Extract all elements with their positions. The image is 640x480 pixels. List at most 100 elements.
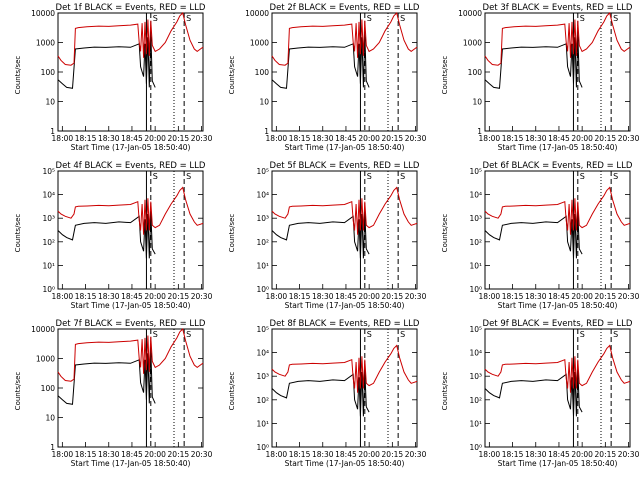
x-axis-label: Start Time (17-Jan-05 18:50:40) (498, 143, 618, 152)
x-axis-label: Start Time (17-Jan-05 18:50:40) (285, 143, 405, 152)
events-series-line (484, 33, 583, 89)
y-tick-label: 10 (45, 414, 55, 423)
x-tick-label: 18:45 (548, 450, 570, 459)
marker-label: S (186, 14, 191, 23)
y-axis-label: Counts/sec (228, 372, 236, 411)
y-tick-label: 10000 (31, 325, 55, 334)
x-tick-label: 20:30 (191, 450, 213, 459)
x-tick-label: 20:30 (618, 292, 640, 301)
y-tick-label: 10⁴ (469, 349, 482, 358)
y-tick-label: 10⁰ (256, 443, 269, 452)
x-tick-label: 20:15 (595, 450, 617, 459)
events-series-line (484, 212, 583, 259)
y-tick-label: 10¹ (256, 261, 269, 270)
x-tick-label: 20:30 (618, 450, 640, 459)
x-tick-label: 20:30 (191, 134, 213, 143)
y-tick-label: 10³ (469, 214, 482, 223)
x-tick-label: 18:00 (479, 450, 501, 459)
events-series-line (57, 33, 156, 89)
y-tick-label: 10¹ (469, 419, 482, 428)
marker-label: S (613, 330, 618, 339)
y-tick-label: 100 (41, 384, 56, 393)
events-series-line (271, 370, 370, 417)
marker-label: S (400, 330, 405, 339)
y-tick-label: 10⁴ (469, 191, 482, 200)
y-tick-label: 10 (259, 98, 269, 107)
y-tick-label: 10³ (42, 214, 55, 223)
marker-label: S (613, 14, 618, 23)
x-tick-label: 18:30 (525, 292, 547, 301)
detector-panel-3: Det 3f BLACK = Events, RED = LLD 1 10 100 10… (441, 3, 640, 152)
lld-series-line (57, 328, 204, 382)
y-tick-label: 1000 (36, 39, 55, 48)
x-tick-label: 20:15 (382, 292, 404, 301)
y-tick-label: 1000 (36, 355, 55, 364)
x-tick-label: 20:15 (382, 450, 404, 459)
x-axis-label: Start Time (17-Jan-05 18:50:40) (285, 459, 405, 468)
y-tick-label: 10² (256, 238, 269, 247)
y-tick-label: 10⁰ (469, 285, 482, 294)
y-tick-label: 10² (256, 396, 269, 405)
detector-panel-1: Det 1f BLACK = Events, RED = LLD 1 10 100 10… (14, 3, 213, 152)
x-tick-label: 18:45 (121, 292, 143, 301)
y-tick-label: 10¹ (42, 261, 55, 270)
y-tick-label: 10000 (31, 9, 55, 18)
marker-label: S (400, 172, 405, 181)
x-tick-label: 20:00 (358, 292, 380, 301)
y-axis-label: Counts/sec (14, 372, 22, 411)
events-series-line (57, 349, 156, 405)
y-tick-label: 10² (469, 396, 482, 405)
y-tick-label: 100 (41, 68, 56, 77)
marker-label: S (367, 172, 372, 181)
x-tick-label: 18:30 (98, 134, 120, 143)
y-tick-label: 10⁴ (256, 191, 269, 200)
panel-title: Det 1f BLACK = Events, RED = LLD (56, 3, 206, 13)
x-tick-label: 18:00 (266, 292, 288, 301)
x-tick-label: 18:45 (121, 134, 143, 143)
y-axis-label: Counts/sec (441, 56, 449, 95)
x-tick-label: 18:45 (335, 134, 357, 143)
x-axis-label: Start Time (17-Jan-05 18:50:40) (498, 459, 618, 468)
x-tick-label: 18:30 (312, 292, 334, 301)
detector-panel-8: Det 8f BLACK = Events, RED = LLD 10⁰ 10¹ 10… (228, 319, 427, 468)
x-tick-label: 20:00 (358, 450, 380, 459)
y-axis-label: Counts/sec (228, 214, 236, 253)
x-tick-label: 18:15 (289, 134, 311, 143)
plot-frame (57, 12, 204, 132)
x-tick-label: 18:00 (479, 292, 501, 301)
panel-title: Det 5f BLACK = Events, RED = LLD (270, 161, 420, 171)
y-tick-label: 100 (255, 68, 270, 77)
x-tick-label: 18:30 (312, 450, 334, 459)
events-series-line (271, 33, 370, 89)
x-tick-label: 18:15 (502, 292, 524, 301)
y-tick-label: 10⁵ (42, 167, 55, 176)
y-tick-label: 10⁴ (42, 191, 55, 200)
plot-frame (484, 12, 631, 132)
x-tick-label: 20:30 (191, 292, 213, 301)
y-tick-label: 10² (42, 238, 55, 247)
x-tick-label: 20:00 (571, 450, 593, 459)
marker-label: S (186, 172, 191, 181)
detector-panel-4: Det 4f BLACK = Events, RED = LLD 10⁰ 10¹ 10… (14, 161, 213, 310)
panel-title: Det 6f BLACK = Events, RED = LLD (483, 161, 633, 171)
panel-title: Det 2f BLACK = Events, RED = LLD (270, 3, 420, 13)
lld-series-line (271, 12, 418, 66)
x-tick-label: 18:45 (548, 292, 570, 301)
x-tick-label: 20:15 (595, 134, 617, 143)
y-tick-label: 10⁵ (469, 325, 482, 334)
marker-label: S (367, 14, 372, 23)
x-tick-label: 20:00 (144, 134, 166, 143)
y-tick-label: 100 (468, 68, 483, 77)
panel-title: Det 8f BLACK = Events, RED = LLD (270, 319, 420, 329)
y-tick-label: 10⁰ (256, 285, 269, 294)
x-tick-label: 20:00 (144, 450, 166, 459)
x-tick-label: 18:15 (75, 292, 97, 301)
x-tick-label: 18:00 (266, 134, 288, 143)
x-tick-label: 18:00 (52, 292, 74, 301)
x-tick-label: 18:15 (75, 450, 97, 459)
x-tick-label: 20:15 (382, 134, 404, 143)
marker-label: S (400, 14, 405, 23)
panel-title: Det 9f BLACK = Events, RED = LLD (483, 319, 633, 329)
marker-label: S (153, 330, 158, 339)
